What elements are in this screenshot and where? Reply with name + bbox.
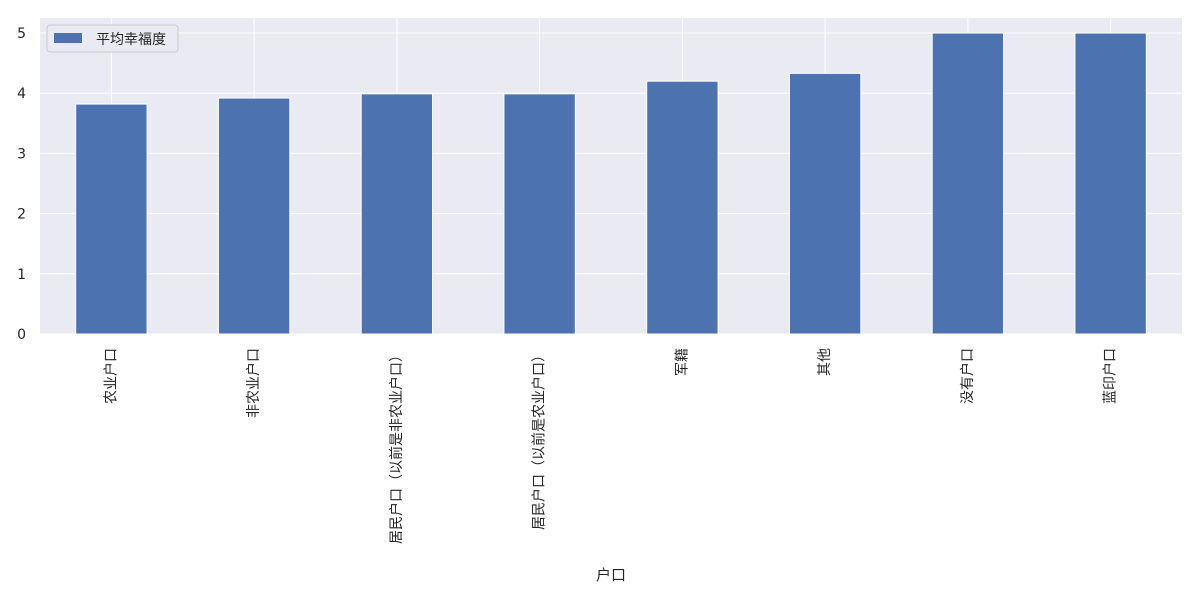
y-tick-label: 5 (17, 26, 26, 42)
x-tick-label: 军籍 (673, 348, 690, 376)
bar-3 (503, 93, 576, 335)
bar-4 (646, 80, 719, 335)
legend-label: 平均幸福度 (96, 32, 166, 48)
y-tick-label: 2 (17, 207, 26, 223)
y-tick-label: 3 (17, 146, 26, 162)
bar-7 (1074, 32, 1147, 335)
x-tick-label: 非农业户口 (245, 348, 262, 418)
legend: 平均幸福度 (46, 24, 179, 53)
bar-1 (217, 97, 291, 335)
bars (75, 32, 1147, 335)
x-tick-label: 居民户口（以前是农业户口） (531, 348, 548, 530)
x-tick-label: 没有户口 (959, 348, 976, 404)
bar-6 (931, 32, 1005, 335)
bar-0 (75, 103, 148, 335)
y-tick-label: 4 (17, 86, 26, 102)
x-tick-label: 农业户口 (102, 348, 119, 404)
x-tick-label: 居民户口（以前是非农业户口） (388, 348, 405, 544)
x-tick-label: 其他 (817, 348, 833, 376)
plot-area (40, 18, 1182, 334)
y-tick-label: 1 (17, 267, 26, 283)
y-tick-label: 0 (17, 327, 26, 343)
legend-swatch (54, 33, 82, 43)
legend-box (46, 24, 179, 53)
x-axis-label: 户口 (596, 566, 626, 584)
x-axis-ticks: 农业户口 非农业户口 居民户口（以前是非农业户口） 居民户口（以前是农业户口） 军籍 其他… (102, 348, 1118, 544)
x-tick-label: 蓝印户口 (1102, 348, 1119, 404)
bar-2 (360, 93, 434, 335)
y-axis-ticks: 0 1 2 3 4 5 (17, 26, 26, 343)
bar-5 (788, 72, 862, 335)
